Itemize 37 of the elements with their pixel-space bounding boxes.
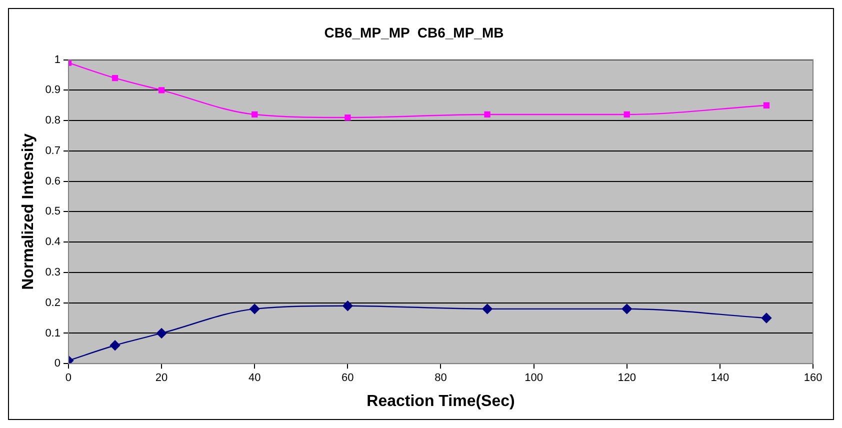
y-tick-label: 0.4 <box>45 236 60 248</box>
point <box>342 300 353 311</box>
x-tick-label: 20 <box>155 372 168 384</box>
y-axis-title: Normalized Intensity <box>20 133 38 290</box>
x-tick-label: 100 <box>524 372 543 384</box>
point <box>482 304 492 314</box>
y-tick-label: 0 <box>54 358 60 370</box>
y-tick-label: 0.1 <box>45 327 60 340</box>
point <box>624 111 630 118</box>
point <box>112 74 118 82</box>
y-tick-label: 0.9 <box>45 84 60 96</box>
x-axis-title: Reaction Time(Sec) <box>366 392 515 410</box>
point <box>761 312 772 324</box>
y-tick-label: 0.7 <box>45 144 60 157</box>
x-tick-label: 160 <box>804 372 822 384</box>
point <box>622 304 632 314</box>
y-tick-label: 0.8 <box>45 114 60 127</box>
x-tick-label: 140 <box>710 372 730 384</box>
y-tick-label: 0.3 <box>45 266 60 278</box>
point <box>252 111 258 118</box>
point <box>484 111 490 118</box>
y-tick-label: 0.2 <box>45 296 60 309</box>
point <box>250 304 260 314</box>
x-tick-label: 120 <box>618 372 636 384</box>
y-tick-label: 0.6 <box>45 175 60 188</box>
x-tick-label: 80 <box>434 372 447 384</box>
point <box>158 87 165 94</box>
point <box>763 102 770 108</box>
point <box>344 114 351 121</box>
x-tick-label: 40 <box>248 372 261 384</box>
point <box>156 328 167 338</box>
x-tick-label: 0 <box>65 372 72 384</box>
y-tick-label: 1 <box>54 54 60 66</box>
x-tick-label: 60 <box>342 372 354 384</box>
chart-title: CB6_MP_MP CB6_MP_MB <box>324 24 504 40</box>
y-tick-label: 0.5 <box>45 206 60 218</box>
point <box>110 340 120 350</box>
